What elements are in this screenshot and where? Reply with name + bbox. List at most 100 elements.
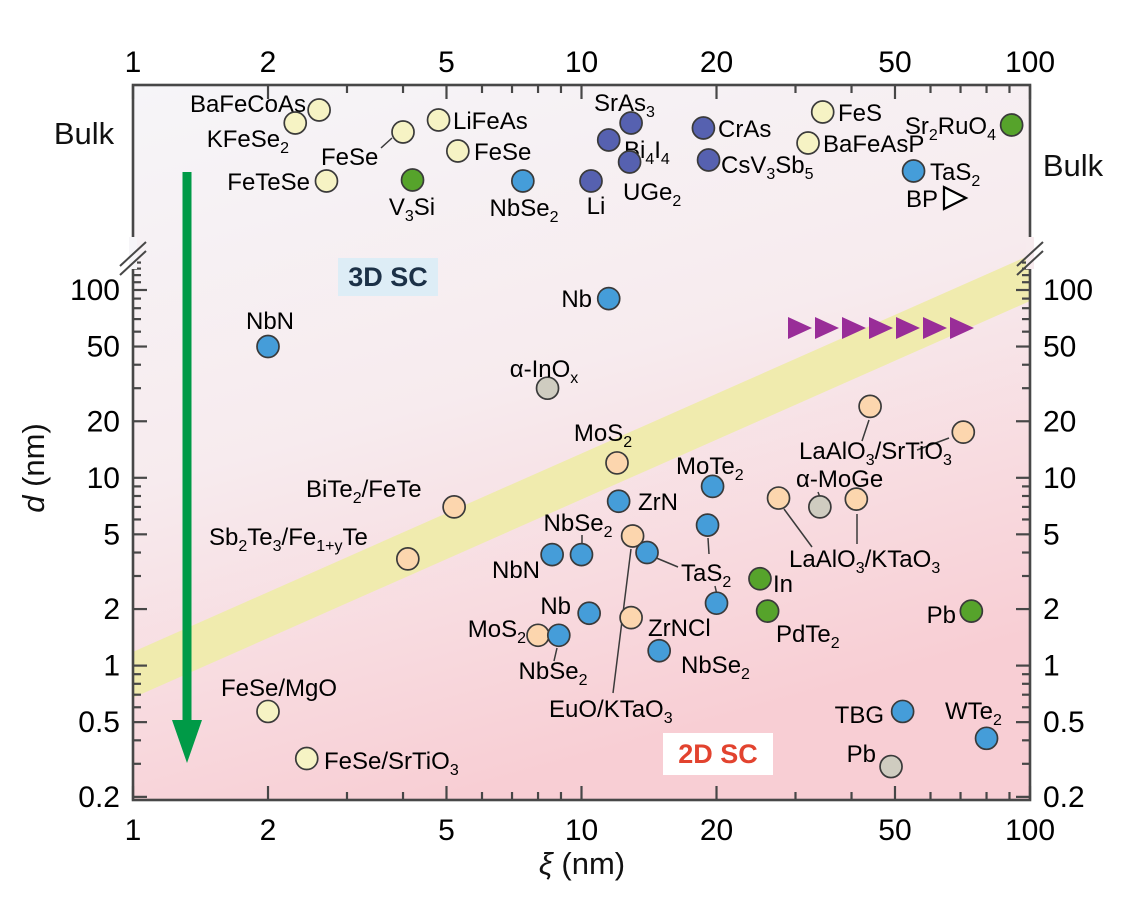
y-tick-label-right: 0.2	[1043, 781, 1085, 814]
x-tick-label-bottom: 10	[565, 814, 598, 847]
point-tbg-label: TBG	[835, 702, 884, 729]
point-nb	[577, 601, 601, 626]
point-laalo3-ktao3-label: LaAlO3/KTaO3	[789, 546, 940, 577]
point-tas2	[695, 513, 720, 537]
y-tick-label-right: 1	[1043, 650, 1060, 683]
y-axis-title-symbol: d	[16, 495, 51, 513]
y-tick-label-right: 100	[1043, 274, 1093, 307]
point-bafecoas	[307, 98, 331, 122]
point-fetese-label: FeTeSe	[227, 169, 310, 196]
point-nbse2	[647, 638, 672, 663]
x-tick-label-bottom: 5	[438, 814, 455, 847]
x-tick-label-top: 50	[878, 46, 911, 79]
point-bafeasp-label: BaFeAsP	[823, 131, 924, 158]
point-in	[748, 566, 772, 591]
point-moge-label: α-MoGe	[796, 466, 883, 493]
point-fes	[810, 100, 835, 124]
point-bite2-fete-label: BiTe2/FeTe	[306, 476, 422, 507]
point-fese-mgo-label: FeSe/MgO	[221, 675, 337, 702]
x-tick-label-bottom: 50	[878, 814, 911, 847]
point-lifeas	[426, 108, 451, 132]
y-tick-label-left: 0.5	[78, 706, 120, 739]
region-badge-2d-sc: 2D SC	[663, 733, 773, 775]
point-cras	[691, 116, 716, 140]
x-axis-title-unit: (nm)	[552, 846, 626, 881]
bulk-label-left: Bulk	[53, 116, 115, 151]
x-tick-label-top: 20	[700, 46, 733, 79]
y-tick-label-left: 50	[87, 331, 120, 364]
point-sras3-label: SrAs3	[594, 90, 655, 121]
axis-break-left	[119, 237, 147, 276]
label-connector-line	[783, 508, 813, 548]
point-fese-label: FeSe	[474, 139, 531, 166]
point-sb2te3-fe1-yte-label: Sb2Te3/Fe1+yTe	[209, 524, 368, 555]
point-fes-label: FeS	[838, 100, 882, 127]
point-euo-ktao3-label: EuO/KTaO3	[549, 696, 673, 727]
point-fese-mgo	[256, 699, 280, 724]
point-mos2	[605, 451, 629, 475]
y-tick-label-right: 0.5	[1043, 706, 1085, 739]
point-lifeas-label: LiFeAs	[453, 108, 528, 135]
point-fese-label: FeSe	[321, 144, 378, 171]
x-tick-label-top: 10	[565, 46, 598, 79]
point-mos2	[526, 623, 550, 648]
y-tick-label-left: 100	[70, 274, 120, 307]
point-zrn	[606, 489, 631, 514]
point-nbse2-label: NbSe2	[681, 652, 750, 683]
point-tas2	[704, 591, 729, 616]
point-nbse2-label: NbSe2	[490, 195, 559, 226]
point-bafeasp	[796, 131, 820, 155]
point-nbse2	[511, 169, 535, 193]
point-euo-ktao3	[620, 524, 645, 548]
point-laalo3-ktao3	[766, 486, 791, 510]
point-mote2-label: MoTe2	[676, 453, 744, 484]
label-connector-line	[916, 437, 950, 451]
point-bafecoas-label: BaFeCoAs	[190, 91, 306, 118]
point-sb2te3-fe1-yte	[395, 547, 420, 571]
x-axis-title: ξ (nm)	[539, 846, 625, 882]
x-axis-title-symbol: ξ	[538, 846, 553, 881]
point-laalo3-ktao3	[844, 487, 869, 511]
point-zrncl-label: ZrNCl	[648, 615, 711, 642]
point-cras-label: CrAs	[718, 116, 771, 143]
point-kfese2-label: KFeSe2	[207, 126, 289, 157]
axis-break-right	[1016, 237, 1044, 276]
point-pb	[959, 599, 984, 623]
point-tas2-label: TaS2	[681, 560, 731, 591]
purple-right-arrow	[950, 317, 974, 339]
green-down-arrow-head	[172, 720, 202, 763]
point-zrn-label: ZrN	[638, 489, 678, 516]
y-tick-label-left: 0.2	[78, 781, 120, 814]
x-tick-label-top: 1	[125, 46, 142, 79]
point-li	[579, 169, 603, 193]
x-tick-label-bottom: 100	[1005, 814, 1055, 847]
purple-right-arrow	[923, 317, 947, 339]
point-li-label: Li	[587, 193, 606, 220]
point-wte2	[974, 726, 999, 751]
y-tick-label-left: 5	[103, 518, 120, 551]
point-v3si	[400, 168, 425, 192]
y-tick-label-right: 50	[1043, 331, 1076, 364]
point-tbg	[890, 699, 915, 724]
y-axis-title-unit: (nm)	[16, 423, 51, 496]
label-connector-line	[380, 137, 393, 149]
point-inox	[535, 376, 560, 401]
point-mos2-label: MoS2	[574, 420, 632, 451]
point-wte2-label: WTe2	[945, 698, 1002, 729]
purple-right-arrow	[788, 317, 812, 339]
point-mos2-label: MoS2	[468, 616, 526, 647]
point-laalo3-srtio3	[951, 420, 976, 445]
point-nbse2	[546, 623, 571, 648]
point-uge2-label: UGe2	[623, 179, 681, 210]
point-pb-label: Pb	[847, 741, 876, 768]
y-tick-label-left: 20	[87, 405, 120, 438]
point-fese-srtio3	[294, 746, 319, 771]
label-connector-line	[861, 419, 870, 442]
bulk-label-right: Bulk	[1042, 148, 1104, 183]
purple-right-arrow	[896, 317, 920, 339]
point-fetese	[314, 169, 339, 193]
point-uge2	[617, 150, 642, 174]
point-v3si-label: V3Si	[389, 194, 435, 225]
